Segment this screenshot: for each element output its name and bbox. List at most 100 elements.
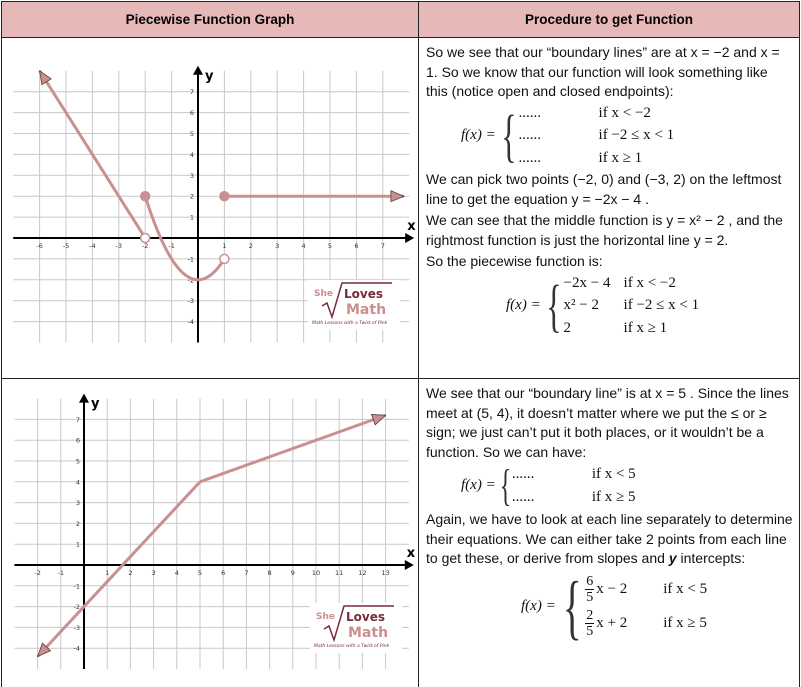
denominator: 5: [586, 624, 594, 639]
y-tick-label: -2: [188, 276, 194, 284]
y-tick-label: 3: [190, 172, 194, 180]
x-tick-label: -4: [89, 242, 95, 250]
y-tick-label: -2: [74, 603, 80, 611]
piece-expression: ......: [518, 104, 542, 121]
x-tick-label: 10: [312, 569, 320, 577]
x-tick-label: 5: [198, 569, 202, 577]
svg-text:She: She: [316, 612, 335, 622]
piecewise-row: x² − 2 if −2 ≤ x < 1: [564, 296, 700, 316]
y-tick-label: 7: [190, 88, 194, 96]
arrowhead-icon: [39, 69, 52, 86]
numerator: 2: [585, 608, 595, 624]
piecewise-row: ...... if x < 5: [512, 465, 636, 485]
piece-expression: −2x − 4: [563, 274, 611, 291]
y-axis-arrow-icon: [79, 393, 89, 403]
graph-1: x y -6 -5 -4 -3 -2 -1 1 2 3 4 5 6 7 -4 -3 -2 -1 1 2 3 4 5 6 7 She L…: [13, 65, 416, 343]
svg-text:Math Lessons with a Twist of P: Math Lessons with a Twist of Pink: [312, 320, 388, 326]
x-tick-label: 3: [275, 242, 279, 250]
x-axis-label: x: [407, 219, 416, 234]
equations-text-c: intercepts:: [676, 550, 746, 566]
middle-text: We can see that the middle function is y…: [426, 212, 783, 248]
piece-expression: 2: [563, 319, 572, 336]
y-axis-label: y: [91, 397, 100, 412]
piece-condition: if x < −2: [623, 274, 676, 291]
x-tick-label: 8: [268, 569, 272, 577]
x-tick-label: 4: [175, 569, 179, 577]
piece-condition: if x < −2: [598, 104, 651, 121]
closed-endpoint: [139, 190, 151, 202]
y-tick-label: -4: [188, 318, 194, 326]
closed-endpoint: [219, 190, 230, 202]
y-tick-label: 5: [76, 458, 80, 466]
y-tick-label: 1: [76, 541, 80, 549]
x-tick-label: 4: [302, 242, 306, 250]
y-tick-label: 1: [190, 214, 194, 222]
equations-text: Again, we have to look at each line sepa…: [426, 510, 793, 569]
y-tick-label: -3: [188, 297, 194, 305]
graph-segment: [199, 413, 387, 484]
piecewise-rows: ...... if x < 5 ...... if x ≥ 5: [512, 465, 636, 507]
y-tick-label: -1: [74, 582, 80, 590]
graph-cell-1: x y -6 -5 -4 -3 -2 -1 1 2 3 4 5 6 7 -4 -3 -2 -1 1 2 3 4 5 6 7 She L…: [1, 37, 419, 379]
x-tick-label: 3: [152, 569, 156, 577]
function-lhs: f(x) =: [506, 297, 541, 313]
piecewise-row: ...... if x ≥ 5: [512, 488, 636, 508]
arrowhead-icon: [370, 414, 387, 426]
piece-condition: if x ≥ 1: [623, 319, 668, 336]
intro-text: We see that our “boundary line” is at x …: [426, 385, 789, 460]
function-lhs: f(x) =: [521, 597, 556, 614]
svg-text:Math: Math: [348, 625, 388, 641]
x-tick-label: -3: [116, 242, 122, 250]
x-tick-label: -1: [58, 569, 64, 577]
x-tick-label: -2: [142, 242, 148, 250]
y-tick-label: 4: [76, 478, 80, 486]
x-axis-arrow-icon: [404, 560, 414, 570]
points-text: We can pick two points (−2, 0) and (−3, …: [426, 171, 782, 207]
piece-rest: x − 2: [596, 580, 628, 597]
x-tick-label: 9: [291, 569, 295, 577]
x-tick-label: -5: [63, 242, 69, 250]
y-tick-label: 2: [76, 520, 80, 528]
piecewise-row: ...... if x ≥ 1: [519, 149, 675, 169]
graph-segment: [38, 69, 147, 239]
brace-icon: {: [500, 102, 517, 168]
arrowhead-icon: [36, 642, 52, 658]
piece-condition: if x ≥ 1: [598, 149, 643, 166]
y-tick-label: 6: [76, 437, 80, 445]
x-tick-label: -2: [34, 569, 40, 577]
y-tick-label: -4: [74, 645, 80, 653]
arrowhead-icon: [390, 190, 405, 203]
procedure-cell-1: So we see that our “boundary lines” are …: [418, 37, 800, 379]
svg-text:Loves: Loves: [346, 610, 385, 624]
template-function: f(x) ={...... if x < 5...... if x ≥ 5: [461, 464, 793, 508]
header-graph: Piecewise Function Graph: [1, 1, 419, 38]
final-function: f(x) ={−2x − 4 if x < −2 x² − 2 if −2 ≤ x <…: [506, 274, 793, 339]
brace-icon: {: [562, 566, 582, 647]
piece-condition: if x < 5: [591, 466, 636, 482]
piece-expression: ......: [511, 466, 535, 482]
x-tick-label: 7: [381, 242, 385, 250]
x-tick-label: 7: [244, 569, 248, 577]
piecewise-row: ...... if x < −2: [519, 104, 675, 124]
piecewise-row: −2x − 4 if x < −2: [564, 274, 700, 294]
equations-text-a: Again, we have to look at each line sepa…: [426, 511, 793, 566]
header-procedure: Procedure to get Function: [418, 1, 800, 38]
function-lhs: f(x) =: [461, 127, 496, 143]
conclusion-text: So the piecewise function is:: [426, 253, 603, 269]
piece-expression: x² − 2: [563, 297, 599, 313]
piece-condition: if x ≥ 5: [663, 614, 707, 631]
y-tick-label: -3: [74, 624, 80, 632]
svg-text:Math: Math: [346, 302, 386, 318]
y-tick-label: 2: [190, 193, 194, 201]
x-tick-label: 1: [222, 242, 226, 250]
svg-text:Loves: Loves: [344, 287, 383, 301]
y-tick-label: 7: [76, 416, 80, 424]
y-tick-label: 4: [190, 151, 194, 159]
piece-expression: ......: [518, 149, 542, 166]
